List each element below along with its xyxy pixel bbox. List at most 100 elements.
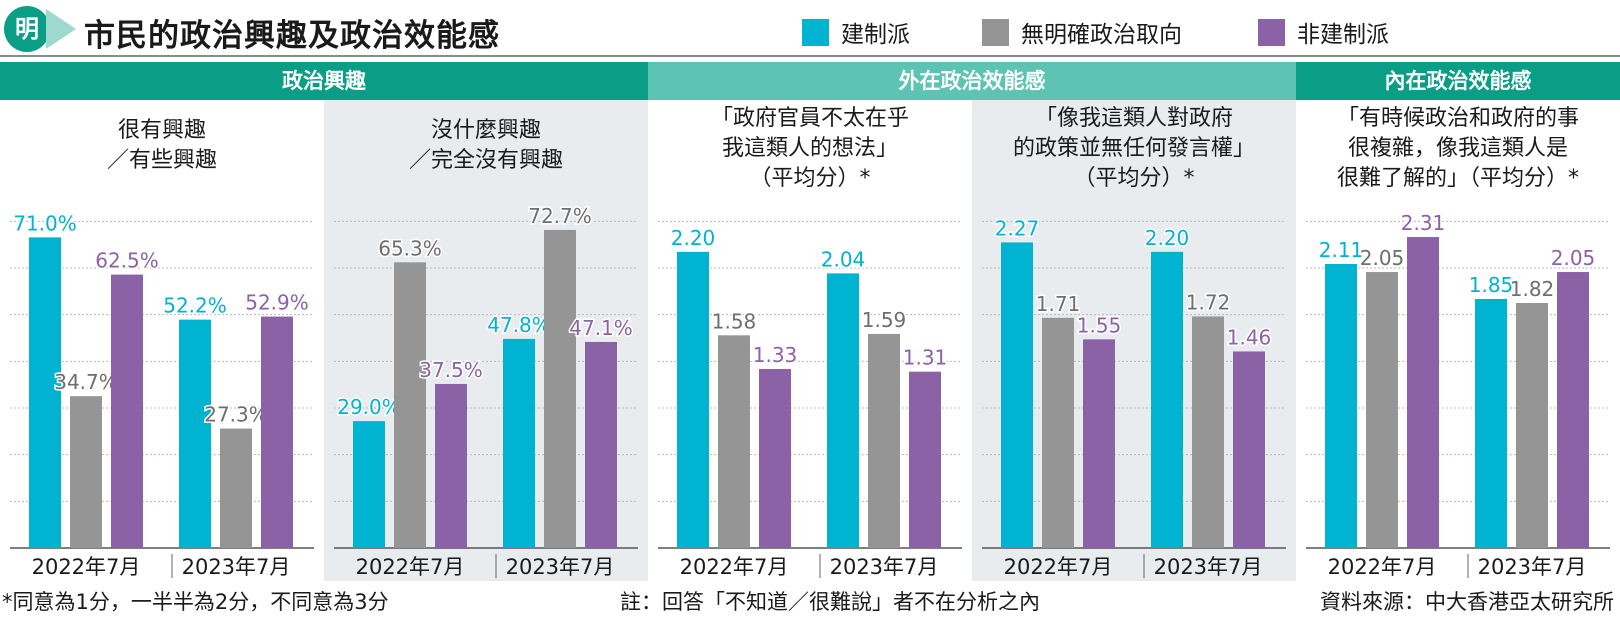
- category-label-4-1: 2022年7月: [1004, 555, 1113, 579]
- data-label-2-1-3: 37.5%: [419, 358, 483, 382]
- bar-5-2-2: [1516, 303, 1548, 548]
- bar-4-1-2: [1042, 317, 1074, 548]
- data-label-2-1-1: 29.0%: [337, 395, 401, 419]
- bar-3-2-1: [827, 273, 859, 548]
- panel-subtitle-5: 「有時候政治和政府的事 很複雜，像我這類人是 很難了解的」（平均分）*: [1296, 104, 1620, 194]
- panel-subtitle-5-line-3: 很難了解的」（平均分）*: [1336, 166, 1579, 191]
- panel-subtitle-2-line-2: ／完全沒有興趣: [408, 148, 563, 173]
- bar-1-2-1: [179, 319, 211, 548]
- chart-title: 市民的政治興趣及政治效能感: [84, 18, 500, 54]
- bar-1-2-2: [220, 428, 252, 548]
- data-label-5-2-2: 1.82: [1510, 277, 1555, 301]
- category-label-2-1: 2022年7月: [356, 555, 465, 579]
- legend-label-3: 非建制派: [1297, 22, 1389, 48]
- data-label-2-1-2: 65.3%: [378, 236, 442, 260]
- bar-3-2-2: [868, 333, 900, 548]
- data-label-2-2-3: 47.1%: [569, 316, 633, 340]
- panel-subtitle-5-line-2: 很複雜，像我這類人是: [1347, 136, 1568, 161]
- data-label-2-2-1: 47.8%: [487, 313, 551, 337]
- data-label-1-1-1: 71.0%: [13, 211, 77, 235]
- bar-1-1-3: [111, 274, 143, 548]
- legend-label-2: 無明確政治取向: [1021, 22, 1182, 48]
- data-label-1-2-2: 27.3%: [204, 403, 268, 427]
- category-label-1-1: 2022年7月: [32, 555, 141, 579]
- legend-label-1: 建制派: [841, 22, 910, 48]
- category-label-5-2: 2023年7月: [1478, 555, 1587, 579]
- bar-4-2-1: [1151, 251, 1183, 548]
- group-header-internal-efficacy: 內在政治效能感: [1296, 62, 1620, 100]
- category-label-3-2: 2023年7月: [830, 555, 939, 579]
- bar-5-1-3: [1407, 237, 1439, 549]
- category-label-2-2: 2023年7月: [506, 555, 615, 579]
- bar-3-2-3: [909, 371, 941, 548]
- data-label-5-2-1: 1.85: [1469, 273, 1514, 297]
- legend-swatch-3: [1258, 18, 1285, 46]
- bar-2-2-3: [585, 341, 617, 548]
- data-label-5-1-2: 2.05: [1360, 246, 1405, 270]
- data-label-4-1-1: 2.27: [995, 216, 1040, 240]
- bar-5-1-1: [1325, 263, 1357, 548]
- panel-subtitle-5-line-1: 「有時候政治和政府的事: [1336, 106, 1579, 131]
- panel-subtitle-3: 「政府官員不太在乎 我這類人的想法」 （平均分）*: [648, 104, 972, 194]
- group-header-political-interest: 政治興趣: [0, 62, 648, 100]
- bar-3-1-1: [677, 251, 709, 548]
- bar-3-1-2: [718, 335, 750, 548]
- data-label-1-1-3: 62.5%: [95, 249, 159, 273]
- legend-item-3: 非建制派: [1258, 15, 1389, 48]
- data-label-3-1-3: 1.33: [753, 343, 798, 367]
- bar-1-1-1: [29, 237, 61, 548]
- panel-subtitle-2-line-1: 沒什麼興趣: [430, 118, 541, 143]
- category-label-4-2: 2023年7月: [1154, 555, 1263, 579]
- legend-swatch-1: [802, 18, 829, 46]
- panel-subtitle-1: 很有興趣 ／有些興趣: [0, 116, 324, 176]
- panel-subtitle-3-line-2: 我這類人的想法」: [721, 136, 898, 161]
- data-label-3-1-2: 1.58: [712, 309, 757, 333]
- data-label-3-2-2: 1.59: [862, 308, 907, 332]
- note: 註：回答「不知道／很難說」者不在分析之內: [620, 590, 1040, 614]
- category-label-1-2: 2023年7月: [182, 555, 291, 579]
- footnote: *同意為1分，一半半為2分，不同意為3分: [2, 590, 389, 614]
- bar-5-2-3: [1557, 272, 1589, 548]
- bar-1-2-3: [261, 316, 293, 548]
- panel-subtitle-3-line-3: （平均分）*: [749, 166, 871, 191]
- data-label-3-2-3: 1.31: [903, 346, 948, 370]
- logo-wedge: [46, 9, 76, 49]
- panel-subtitle-1-line-1: 很有興趣: [117, 118, 206, 143]
- panel-subtitle-1-line-2: ／有些興趣: [106, 148, 217, 173]
- group-header-external-efficacy: 外在政治效能感: [648, 62, 1296, 100]
- data-label-1-2-3: 52.9%: [245, 291, 309, 315]
- data-label-5-1-3: 2.31: [1401, 211, 1446, 235]
- footer: *同意為1分，一半半為2分，不同意為3分 註：回答「不知道／很難說」者不在分析之…: [0, 586, 1620, 617]
- bar-1-1-2: [70, 396, 102, 548]
- panel-subtitle-4-line-3: （平均分）*: [1073, 166, 1195, 191]
- bar-4-2-3: [1233, 351, 1265, 548]
- bar-5-2-1: [1475, 298, 1507, 548]
- category-label-3-1: 2022年7月: [680, 555, 789, 579]
- bar-2-1-1: [353, 421, 385, 548]
- bar-4-2-2: [1192, 316, 1224, 548]
- legend-item-1: 建制派: [802, 15, 910, 48]
- bar-4-1-3: [1083, 339, 1115, 548]
- source: 資料來源：中大香港亞太研究所: [1320, 590, 1614, 614]
- logo: 明: [4, 6, 50, 52]
- header-rule: [0, 55, 1620, 57]
- data-label-5-1-1: 2.11: [1319, 238, 1364, 262]
- data-label-4-1-3: 1.55: [1077, 313, 1122, 337]
- data-label-2-2-2: 72.7%: [528, 204, 592, 228]
- group-header-bar: 政治興趣 外在政治效能感 內在政治效能感: [0, 62, 1620, 100]
- category-label-5-1: 2022年7月: [1328, 555, 1437, 579]
- panel-subtitle-4-line-1: 「像我這類人對政府: [1034, 106, 1233, 131]
- bar-3-1-3: [759, 368, 791, 548]
- panel-subtitle-3-line-1: 「政府官員不太在乎: [710, 106, 909, 131]
- bar-4-1-1: [1001, 242, 1033, 548]
- panel-subtitle-2: 沒什麼興趣 ／完全沒有興趣: [324, 116, 648, 176]
- data-label-1-1-2: 34.7%: [54, 370, 118, 394]
- legend-item-2: 無明確政治取向: [982, 15, 1182, 48]
- bar-2-2-2: [544, 229, 576, 548]
- data-label-3-2-1: 2.04: [821, 247, 866, 271]
- header: 明 市民的政治興趣及政治效能感 建制派 無明確政治取向 非建制派: [0, 0, 1620, 58]
- bar-5-1-2: [1366, 272, 1398, 548]
- legend-swatch-2: [982, 18, 1009, 46]
- data-label-4-2-3: 1.46: [1227, 325, 1272, 349]
